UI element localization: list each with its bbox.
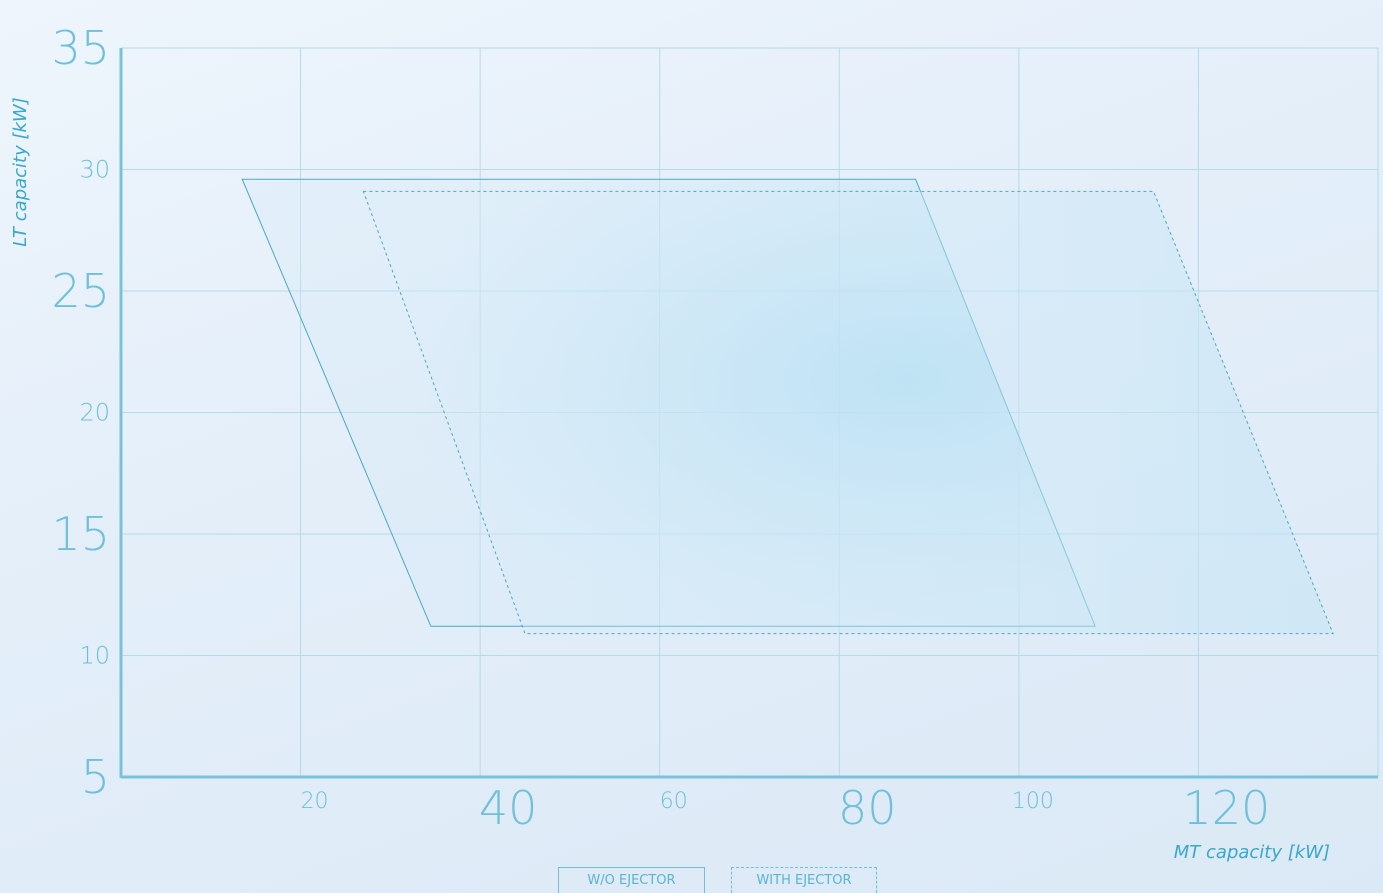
y-tick-label-30: 30: [79, 156, 110, 184]
series-areas: [241, 178, 1334, 635]
x-tick-label-40: 40: [479, 781, 538, 835]
y-tick-label-15: 15: [51, 507, 110, 561]
legend-label-with-ejector: WITH EJECTOR: [756, 873, 852, 888]
y-tick-label-10: 10: [79, 642, 110, 670]
y-tick-label-25: 25: [51, 264, 110, 318]
x-tick-label-120: 120: [1183, 781, 1271, 835]
tick-labels: 5 10 15 20 25 30 35 20 40 60 80 100 120: [51, 21, 1270, 835]
x-axis-title: MT capacity [kW]: [1174, 842, 1330, 863]
y-tick-label-5: 5: [81, 750, 110, 804]
legend-item-with-ejector: WITH EJECTOR: [731, 867, 877, 893]
x-tick-label-20: 20: [301, 789, 329, 814]
x-tick-label-100: 100: [1012, 789, 1054, 814]
x-tick-label-60: 60: [660, 789, 688, 814]
series-area-with-ejector: [362, 190, 1334, 635]
y-tick-label-35: 35: [51, 21, 110, 75]
y-axis-title: LT capacity [kW]: [10, 97, 31, 247]
axes: [119, 48, 1378, 779]
legend-label-wo-ejector: W/O EJECTOR: [587, 873, 676, 888]
y-tick-label-20: 20: [79, 399, 110, 427]
legend-item-wo-ejector: W/O EJECTOR: [558, 867, 705, 893]
x-tick-label-80: 80: [838, 781, 897, 835]
